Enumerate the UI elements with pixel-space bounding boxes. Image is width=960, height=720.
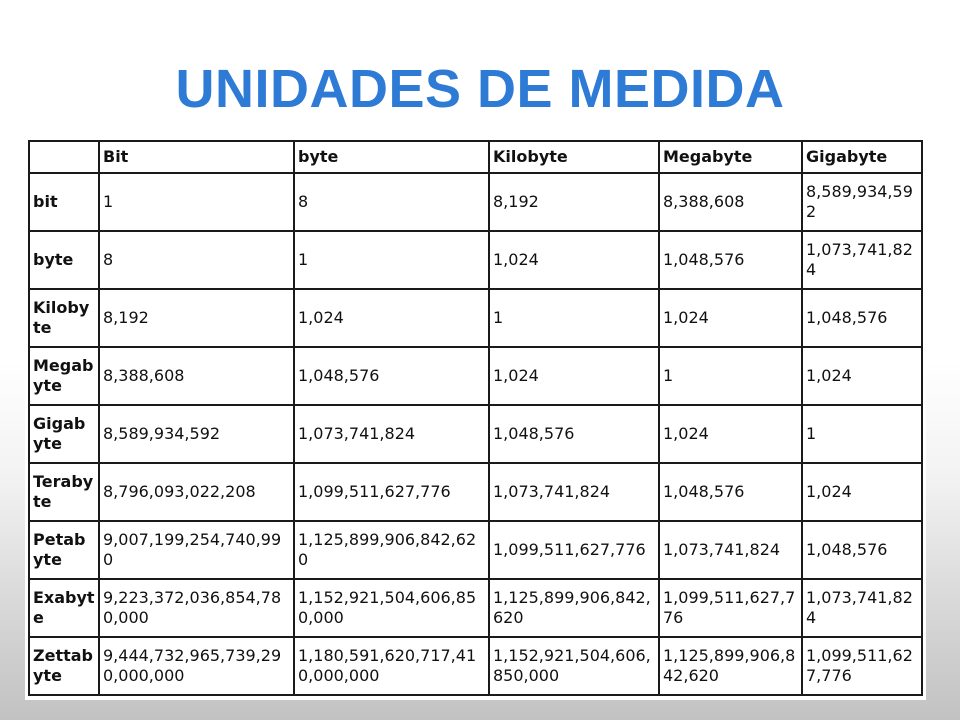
table-cell: 8,192 bbox=[98, 288, 295, 348]
table-cell: 1,024 bbox=[658, 404, 803, 464]
table-cell: 1,099,511,627,776 bbox=[488, 520, 660, 580]
table-cell: 8,589,934,592 bbox=[98, 404, 295, 464]
table-cell: 1,048,576 bbox=[658, 462, 803, 522]
table-cell: 1 bbox=[98, 172, 295, 232]
table-row: Exabyte 9,223,372,036,854,780,000 1,152,… bbox=[28, 578, 923, 638]
table-cell: 8 bbox=[293, 172, 490, 232]
table-cell: 1,099,511,627,776 bbox=[293, 462, 490, 522]
header-cell-byte: byte bbox=[293, 140, 490, 174]
table-cell: 1 bbox=[293, 230, 490, 290]
table-cell: 1,048,576 bbox=[801, 520, 923, 580]
table-cell: 1 bbox=[488, 288, 660, 348]
row-label: Exabyte bbox=[28, 578, 100, 638]
table-cell: 9,223,372,036,854,780,000 bbox=[98, 578, 295, 638]
table-header-row: Bit byte Kilobyte Megabyte Gigabyte bbox=[28, 140, 923, 174]
table-row: bit 1 8 8,192 8,388,608 8,589,934,592 bbox=[28, 172, 923, 232]
table-cell: 1,048,576 bbox=[801, 288, 923, 348]
table-cell: 1,048,576 bbox=[488, 404, 660, 464]
table-cell: 1 bbox=[658, 346, 803, 406]
header-cell-bit: Bit bbox=[98, 140, 295, 174]
table-cell: 1,048,576 bbox=[658, 230, 803, 290]
row-label: Zettabyte bbox=[28, 636, 100, 696]
table-cell: 1,152,921,504,606,850,000 bbox=[488, 636, 660, 696]
row-label: byte bbox=[28, 230, 100, 290]
header-cell-kilobyte: Kilobyte bbox=[488, 140, 660, 174]
table-cell: 1 bbox=[801, 404, 923, 464]
table-cell: 9,444,732,965,739,290,000,000 bbox=[98, 636, 295, 696]
table-cell: 1,024 bbox=[488, 230, 660, 290]
table-container: Bit byte Kilobyte Megabyte Gigabyte bit … bbox=[25, 137, 926, 700]
units-table: Bit byte Kilobyte Megabyte Gigabyte bit … bbox=[28, 140, 923, 696]
table-cell: 1,073,741,824 bbox=[293, 404, 490, 464]
table-cell: 1,125,899,906,842,620 bbox=[293, 520, 490, 580]
table-cell: 1,024 bbox=[801, 462, 923, 522]
row-label: Kilobyte bbox=[28, 288, 100, 348]
row-label: Gigabyte bbox=[28, 404, 100, 464]
table-row: Petabyte 9,007,199,254,740,990 1,125,899… bbox=[28, 520, 923, 580]
table-cell: 8 bbox=[98, 230, 295, 290]
table-cell: 1,125,899,906,842,620 bbox=[488, 578, 660, 638]
table-cell: 1,099,511,627,776 bbox=[801, 636, 923, 696]
table-cell: 1,024 bbox=[658, 288, 803, 348]
table-row: Gigabyte 8,589,934,592 1,073,741,824 1,0… bbox=[28, 404, 923, 464]
table-cell: 8,192 bbox=[488, 172, 660, 232]
table-cell: 8,589,934,592 bbox=[801, 172, 923, 232]
table-cell: 1,048,576 bbox=[293, 346, 490, 406]
table-row: Megabyte 8,388,608 1,048,576 1,024 1 1,0… bbox=[28, 346, 923, 406]
slide-title: UNIDADES DE MEDIDA bbox=[175, 59, 785, 119]
table-cell: 1,024 bbox=[801, 346, 923, 406]
header-cell-corner bbox=[28, 140, 100, 174]
table-row: Zettabyte 9,444,732,965,739,290,000,000 … bbox=[28, 636, 923, 696]
table-cell: 1,152,921,504,606,850,000 bbox=[293, 578, 490, 638]
table-cell: 1,099,511,627,776 bbox=[658, 578, 803, 638]
table-cell: 1,024 bbox=[293, 288, 490, 348]
header-cell-gigabyte: Gigabyte bbox=[801, 140, 923, 174]
table-cell: 1,180,591,620,717,410,000,000 bbox=[293, 636, 490, 696]
table-cell: 1,125,899,906,842,620 bbox=[658, 636, 803, 696]
table-cell: 8,796,093,022,208 bbox=[98, 462, 295, 522]
table-cell: 1,024 bbox=[488, 346, 660, 406]
table-row: Kilobyte 8,192 1,024 1 1,024 1,048,576 bbox=[28, 288, 923, 348]
table-cell: 1,073,741,824 bbox=[658, 520, 803, 580]
table-cell: 1,073,741,824 bbox=[488, 462, 660, 522]
table-cell: 1,073,741,824 bbox=[801, 230, 923, 290]
table-cell: 1,073,741,824 bbox=[801, 578, 923, 638]
row-label: Megabyte bbox=[28, 346, 100, 406]
table-row: Terabyte 8,796,093,022,208 1,099,511,627… bbox=[28, 462, 923, 522]
table-cell: 8,388,608 bbox=[658, 172, 803, 232]
row-label: bit bbox=[28, 172, 100, 232]
header-cell-megabyte: Megabyte bbox=[658, 140, 803, 174]
table-cell: 9,007,199,254,740,990 bbox=[98, 520, 295, 580]
table-cell: 8,388,608 bbox=[98, 346, 295, 406]
row-label: Petabyte bbox=[28, 520, 100, 580]
row-label: Terabyte bbox=[28, 462, 100, 522]
table-row: byte 8 1 1,024 1,048,576 1,073,741,824 bbox=[28, 230, 923, 290]
